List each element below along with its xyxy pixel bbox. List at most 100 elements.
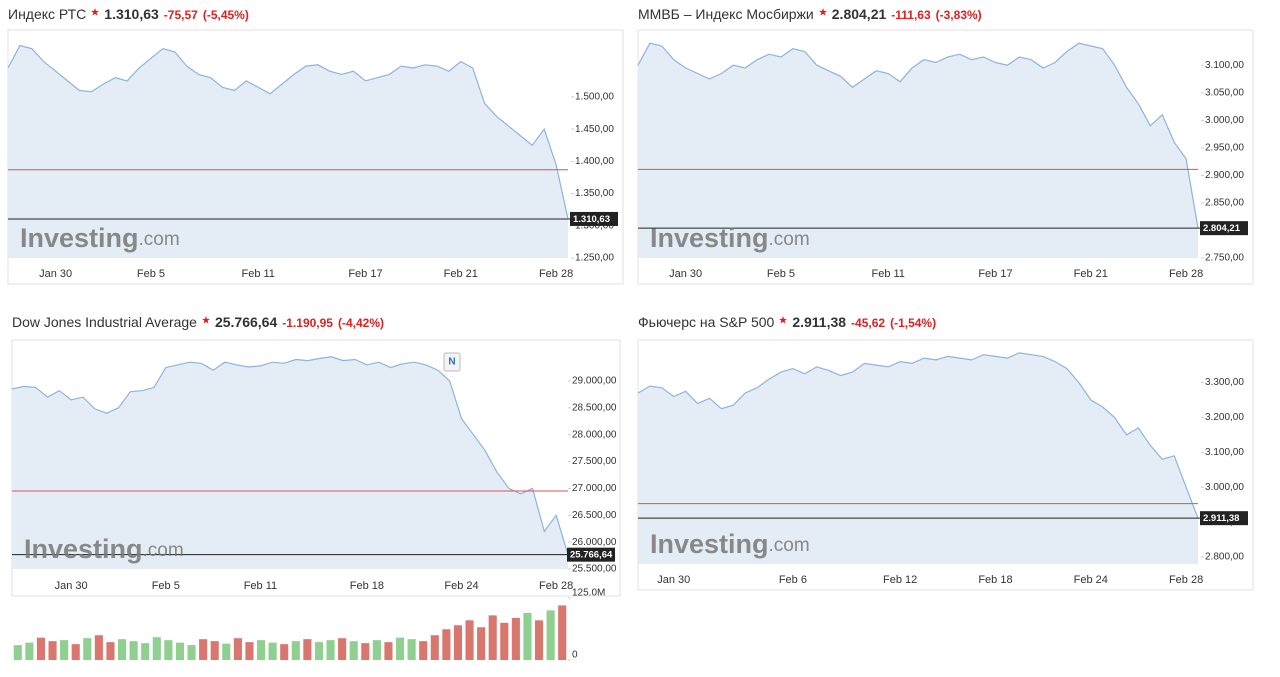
y-tick-label: 1.400,00 [575,156,614,167]
y-tick-label: 2.950,00 [1205,142,1244,153]
volume-bar [488,615,497,660]
volume-bar [500,622,509,660]
news-marker [443,352,461,372]
volume-bar [558,605,567,660]
y-tick-label: 3.300,00 [1205,377,1244,388]
x-tick-label: Feb 5 [767,268,795,280]
volume-tick-label: 0 [572,650,578,661]
x-tick-label: Feb 21 [444,268,478,280]
volume-bar [222,643,231,660]
y-tick-label: 27.500,00 [572,456,617,467]
volume-bar [523,612,532,660]
volume-bar [349,641,358,660]
watermark: Investing.com [20,223,180,253]
price: 2.804,21 [831,6,887,22]
chart-header: Dow Jones Industrial Average 25.766,64 -1.… [12,314,384,330]
price-area [8,45,568,258]
volume-bar [94,635,103,660]
volume-bar [361,643,370,660]
change: -45,62 [851,316,886,330]
volume-bar [419,641,428,660]
chart-header: ММВБ – Индекс Мосбиржи 2.804,21 -111,63 (-3… [638,6,982,22]
y-tick-label: 1.450,00 [575,124,614,135]
price-area [638,43,1198,259]
volume-bar [268,642,277,660]
x-tick-label: Feb 21 [1074,268,1108,280]
volume-bar [511,617,520,660]
x-tick-label: Jan 30 [39,268,72,280]
change: -75,57 [163,8,198,22]
volume-bar [106,642,115,660]
volume-bar [233,638,242,660]
x-tick-label: Feb 28 [1169,574,1203,586]
x-tick-label: Feb 28 [1169,268,1203,280]
price: 2.911,38 [792,314,847,330]
change-percent: (-1,54%) [890,316,937,330]
last-price-label: 2.804,21 [1203,223,1241,234]
watermark-brand: Investing [24,534,143,564]
y-tick-label: 26.500,00 [572,510,617,521]
x-tick-label: Feb 28 [539,580,573,592]
change: -111,63 [891,8,931,22]
volume-bar [477,627,486,660]
volume-bar [187,645,196,660]
x-tick-label: Feb 24 [444,580,478,592]
price-area [12,356,568,569]
volume-bar [465,620,474,660]
volume-bar [372,640,381,660]
live-icon [91,8,100,16]
price-line [637,352,1199,519]
x-tick-label: Feb 18 [978,574,1012,586]
live-icon [779,316,788,324]
last-price-label: 1.310,63 [573,214,610,225]
volume-bar [164,640,173,660]
chart-title: Dow Jones Industrial Average [12,314,197,330]
change-percent: (-4,42%) [337,316,384,330]
y-tick-label: 3.000,00 [1205,115,1244,126]
volume-bar [13,645,22,660]
y-tick-label: 3.100,00 [1205,60,1244,71]
volume-bar [407,639,416,660]
x-tick-label: Feb 5 [137,268,165,280]
volume-bar [291,641,300,660]
x-tick-label: Feb 5 [152,580,180,592]
volume-bar [117,639,127,660]
x-tick-label: Feb 17 [978,268,1012,280]
chart-title: Индекс РТС [8,6,87,22]
watermark: Investing.com [24,534,184,564]
volume-bar [199,639,208,660]
chart-title: Фьючерс на S&P 500 [638,314,775,330]
last-price-box [570,211,618,226]
volume-bar [430,635,439,660]
y-tick-label: 3.100,00 [1205,447,1244,458]
last-price-box [567,547,615,562]
live-icon [818,8,827,16]
chart-title: ММВБ – Индекс Мосбиржи [638,6,814,22]
y-tick-label: 3.050,00 [1205,87,1244,98]
watermark-suffix: .com [143,540,184,561]
y-tick-label: 2.800,00 [1205,552,1244,563]
price-line [11,356,569,555]
y-tick-label: 26.000,00 [572,537,617,548]
x-tick-label: Feb 12 [883,574,917,586]
volume-bar [210,641,219,660]
watermark-brand: Investing [20,223,139,253]
x-tick-label: Feb 28 [539,268,573,280]
change: -1.190,95 [282,316,333,330]
volume-bar [83,638,92,660]
watermark: Investing.com [650,529,810,559]
volume-bar [175,642,185,660]
volume-bar [152,637,161,660]
price-area [638,352,1198,564]
y-tick-label: 28.000,00 [572,429,617,440]
volume-bar [534,620,544,660]
watermark-brand: Investing [650,223,769,253]
y-tick-label: 1.350,00 [575,188,614,199]
last-price-box [1200,511,1248,526]
news-marker-label: N [448,357,455,368]
x-tick-label: Feb 11 [871,268,904,280]
x-tick-label: Feb 24 [1074,574,1108,586]
price-line [7,44,569,220]
